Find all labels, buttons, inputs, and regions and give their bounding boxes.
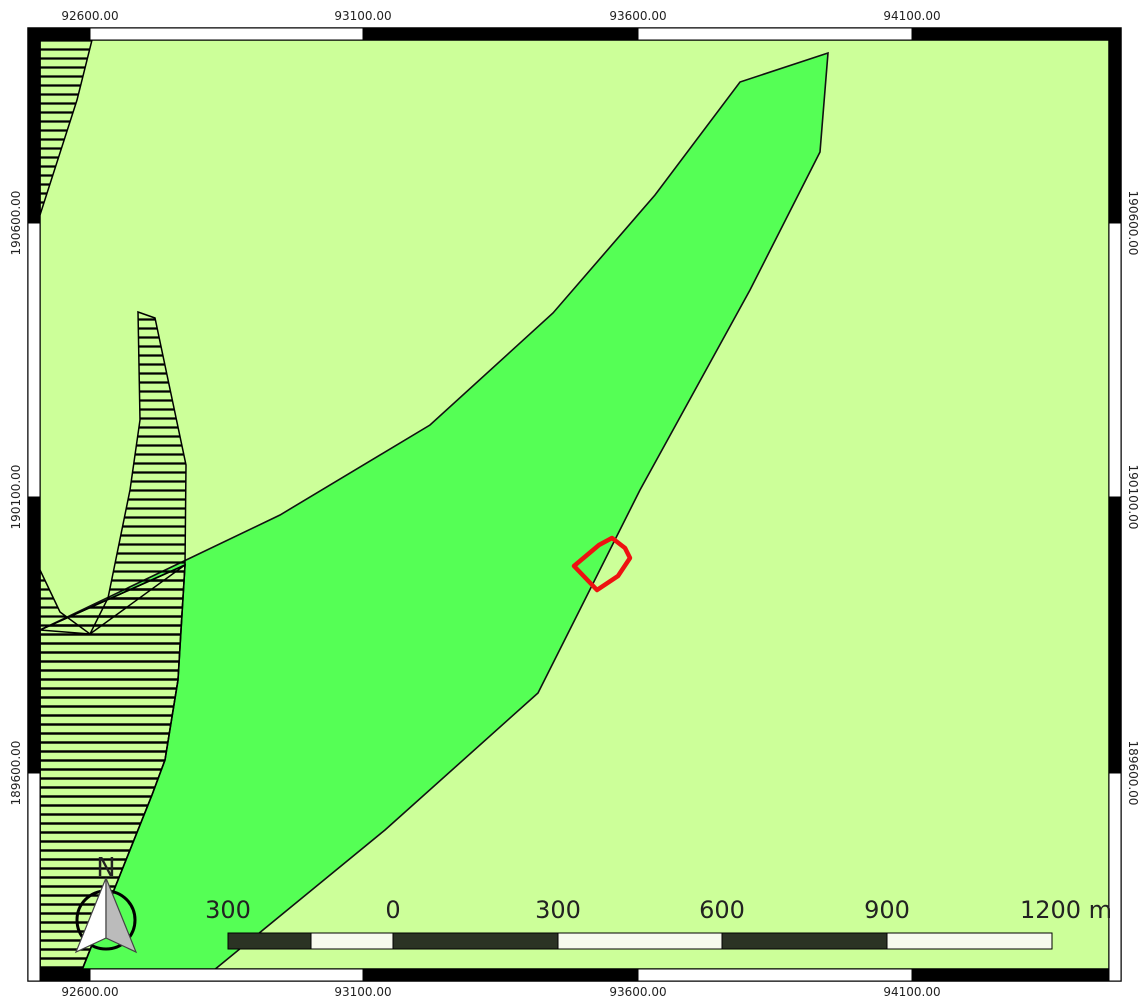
- frame-seg: [363, 969, 638, 981]
- frame-seg: [912, 28, 1121, 40]
- scale-label: 900: [864, 896, 910, 924]
- north-arrow-icon: N: [74, 853, 138, 954]
- scale-seg: [227, 932, 312, 950]
- grid-label-left: 189600.00: [9, 741, 23, 806]
- frame-seg: [912, 969, 1121, 981]
- frame-seg: [28, 497, 40, 773]
- scale-seg: [721, 932, 888, 950]
- grid-label-bottom: 93100.00: [334, 985, 391, 999]
- scale-seg: [392, 932, 559, 950]
- hatched-zone-lower-overlay: [40, 563, 186, 969]
- frame-seg: [637, 27, 913, 41]
- grid-label-left: 190600.00: [9, 191, 23, 256]
- grid-label-top: 94100.00: [883, 9, 940, 23]
- frame-seg: [1108, 772, 1122, 982]
- grid-label-bottom: 94100.00: [883, 985, 940, 999]
- grid-label-right: 190600.00: [1126, 191, 1140, 256]
- grid-label-top: 93600.00: [609, 9, 666, 23]
- frame-seg: [27, 772, 41, 982]
- north-letter: N: [96, 853, 115, 883]
- frame-seg: [28, 28, 40, 223]
- frame-seg: [1108, 222, 1122, 498]
- scale-label: 1200 m: [1020, 896, 1112, 924]
- frame-seg: [363, 28, 638, 40]
- frame-seg: [89, 27, 364, 41]
- frame-seg: [27, 222, 41, 498]
- grid-label-bottom: 92600.00: [61, 985, 118, 999]
- grid-label-right: 189600.00: [1126, 741, 1140, 806]
- frame-seg: [28, 28, 90, 40]
- grid-label-left: 190100.00: [9, 465, 23, 530]
- frame-seg: [1109, 497, 1121, 773]
- frame-seg: [637, 968, 913, 982]
- scale-bar: 300 0 300 600 900 1200 m: [205, 896, 1112, 950]
- hatched-zone-spike: [40, 310, 187, 635]
- scale-label: 0: [385, 896, 400, 924]
- grid-label-top: 92600.00: [61, 9, 118, 23]
- grid-label-bottom: 93600.00: [609, 985, 666, 999]
- frame-seg: [89, 968, 364, 982]
- site-boundary-outline[interactable]: [571, 535, 633, 593]
- scale-label: 300: [535, 896, 581, 924]
- scale-label: 300: [205, 896, 251, 924]
- grid-label-top: 93100.00: [334, 9, 391, 23]
- frame-seg: [28, 969, 90, 981]
- scale-label: 600: [699, 896, 745, 924]
- frame-seg: [1109, 28, 1121, 223]
- scale-seg: [557, 932, 723, 950]
- scale-seg: [310, 932, 394, 950]
- scale-seg: [886, 932, 1053, 950]
- hatched-zone-top-left: [40, 40, 93, 216]
- grid-label-right: 190100.00: [1126, 465, 1140, 530]
